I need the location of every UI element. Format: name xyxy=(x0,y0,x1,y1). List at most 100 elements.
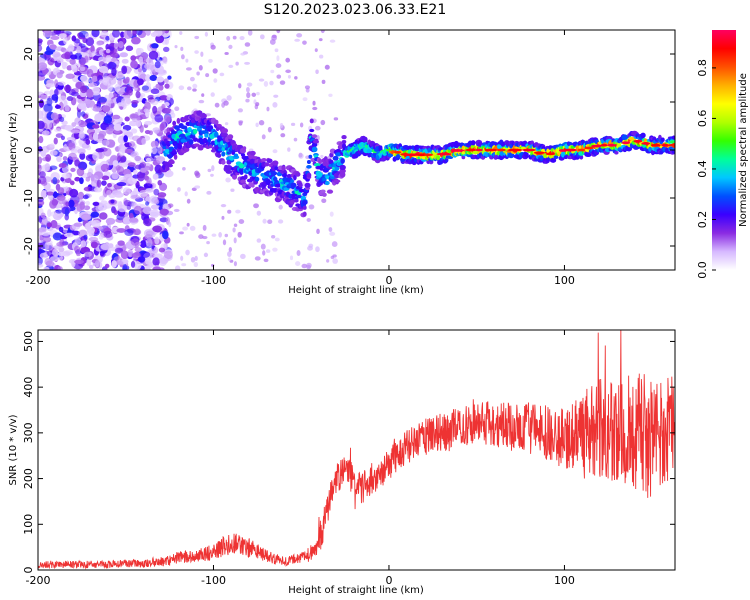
spectrogram-cell xyxy=(275,63,282,69)
spectrogram-cell xyxy=(134,155,142,162)
spectrogram-cell xyxy=(265,179,271,186)
spectrogram-cell xyxy=(318,158,323,165)
spectrogram-cell xyxy=(238,83,242,89)
spectrogram-cell xyxy=(60,135,65,141)
colorbar-tick-label: 0.6 xyxy=(696,110,709,128)
spectrogram-cell xyxy=(145,196,151,203)
spectrogram-cell xyxy=(276,74,282,79)
spectrogram-cell xyxy=(475,148,483,152)
spectrogram-cell xyxy=(533,151,545,155)
spectrogram-cell xyxy=(141,85,150,91)
spectrogram-cell xyxy=(306,159,311,164)
spectrogram-cell xyxy=(290,182,297,188)
spectrogram-cell xyxy=(76,203,83,213)
spectrogram-cell xyxy=(147,94,155,100)
spectrogram-cell xyxy=(194,185,201,189)
spectrogram-cell xyxy=(329,211,334,217)
spectrogram-cell xyxy=(157,145,163,155)
spectrogram-cell xyxy=(667,143,675,147)
spectrogram-cell xyxy=(42,30,52,38)
spectrogram-cell xyxy=(44,163,51,172)
spectrogram-cell xyxy=(139,240,147,249)
spectrogram-cell xyxy=(261,134,266,140)
spectrogram-cell xyxy=(221,151,226,157)
spectrogram-cell xyxy=(74,176,81,182)
spectrogram-cell xyxy=(127,177,137,184)
snr-y-ticks: 0 100 200 300 400 500 xyxy=(22,331,675,574)
spectrogram-cell xyxy=(309,128,315,133)
spectrogram-cell xyxy=(38,263,44,268)
spectrogram-cell xyxy=(130,260,136,268)
colorbar-tick-label: 0.4 xyxy=(696,160,709,178)
spectrogram-cell xyxy=(301,200,308,205)
spectrogram-cell xyxy=(45,260,55,267)
spectrogram-cell xyxy=(633,139,643,143)
spectrogram-cell xyxy=(225,164,233,171)
spectrogram-cell xyxy=(77,103,87,110)
snr-y-tick-label: 300 xyxy=(22,422,35,443)
spectrogram-cell xyxy=(116,154,127,164)
spectrogram-cell xyxy=(207,168,212,173)
spectrogram-cell xyxy=(661,143,669,147)
spectrogram-cell xyxy=(120,250,129,260)
spectrogram-cell xyxy=(240,253,246,259)
spectrogram-cell xyxy=(144,63,152,70)
spectrogram-cell xyxy=(63,36,68,45)
spectrogram-cell xyxy=(111,114,121,120)
spectrogram-cell xyxy=(105,217,116,225)
spectrogram-cell xyxy=(270,171,278,176)
spectrogram-cell xyxy=(70,148,78,155)
spectrogram-cell xyxy=(461,155,466,160)
spectrogram-cell xyxy=(65,73,75,79)
spectrogram-cell xyxy=(86,128,96,135)
spectrogram-cell xyxy=(250,183,255,188)
spectrogram-cell xyxy=(77,191,85,200)
spectrogram-cell xyxy=(134,164,142,170)
spectrogram-cell xyxy=(324,64,330,70)
spectrogram-cell xyxy=(269,38,276,45)
spectrogram-cell xyxy=(123,135,128,143)
spectrogram-x-ticks: -200 -100 0 100 xyxy=(26,30,575,287)
spectrogram-cell xyxy=(228,64,234,68)
spectrogram-cell xyxy=(172,120,177,126)
spectrogram-cell xyxy=(140,167,147,173)
spectrogram-cell xyxy=(245,98,250,103)
spectrogram-cell xyxy=(54,79,59,88)
spectrogram-cell xyxy=(152,105,158,114)
spectrogram-cell xyxy=(152,173,159,180)
spectrogram-cell xyxy=(44,90,51,95)
spectrogram-cell xyxy=(293,198,299,203)
spectrogram-cell xyxy=(436,152,452,156)
spectrogram-cell xyxy=(450,149,465,152)
spectrogram-cell xyxy=(290,122,296,126)
spectrogram-cell xyxy=(180,255,184,261)
spectrogram-cell xyxy=(227,251,232,258)
spectrogram-cell xyxy=(230,188,235,192)
spectrogram-cell xyxy=(168,221,172,228)
spectrogram-cell xyxy=(99,195,105,201)
spectrogram-cell xyxy=(320,119,326,126)
spectrogram-cell xyxy=(73,262,84,270)
spectrogram-cell xyxy=(174,106,180,112)
spectrogram-cell xyxy=(226,95,232,101)
spectrogram-cell xyxy=(302,97,308,102)
spectrogram-cell xyxy=(117,204,128,213)
spectrogram-cell xyxy=(424,153,434,157)
spectrogram-cell xyxy=(333,179,341,183)
spectrogram-cell xyxy=(124,116,130,122)
spectrogram-cell xyxy=(235,61,239,66)
spectrogram-cell xyxy=(227,257,231,262)
spectrogram-cell xyxy=(38,62,48,71)
spectrogram-cell xyxy=(331,241,338,248)
spectrogram-cell xyxy=(64,232,74,238)
spectrogram-cell xyxy=(58,95,68,103)
spectrogram-cell xyxy=(122,168,131,176)
spectrogram-cell xyxy=(237,231,242,238)
spectrogram-cell xyxy=(39,252,48,259)
spectrogram-cell xyxy=(58,162,67,169)
spectrogram-cell xyxy=(50,220,58,229)
spectrogram-cell xyxy=(198,65,203,71)
spectrogram-cell xyxy=(58,33,67,39)
spectrogram-cell xyxy=(120,31,125,38)
